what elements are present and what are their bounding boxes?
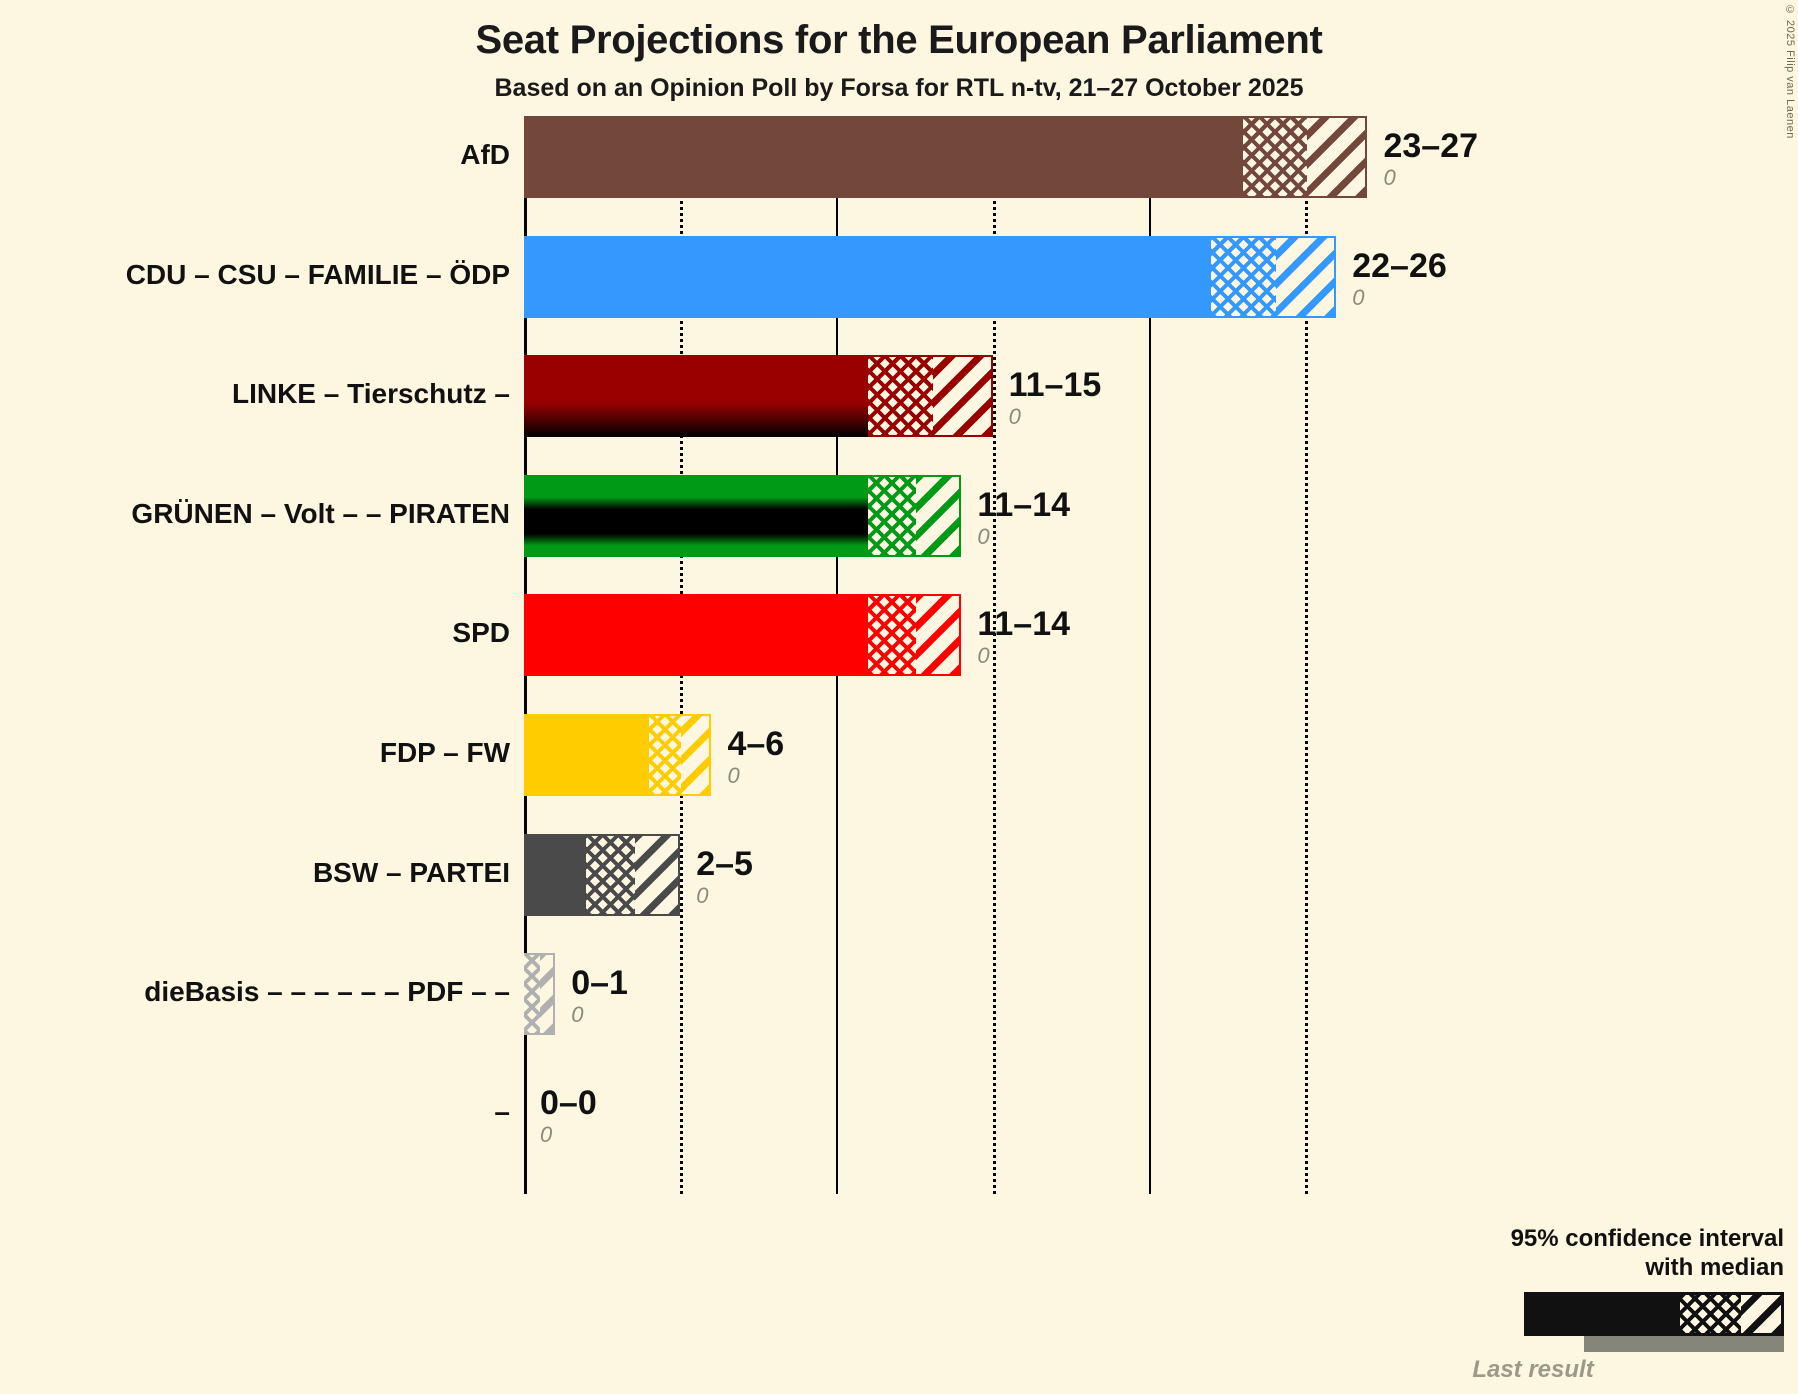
gridline-20 [1148,116,1151,1194]
page-subtitle: Based on an Opinion Poll by Forsa for RT… [494,74,1304,102]
row-label-gruenen: GRÜNEN – Volt – – PIRATEN [131,497,510,529]
bar-fdp [524,714,712,796]
chart-row-afd: AfD 23–27 0 [0,116,1798,198]
chart-row-gruenen: GRÜNEN – Volt – – PIRATEN 11–14 0 [0,474,1798,557]
bar-segment-crosshatch [867,594,917,677]
legend-median-fill [1524,1292,1680,1336]
bar-segment-diagonal-hatch [540,953,556,1036]
bar-segment-crosshatch [1211,235,1277,318]
legend-last-result-bar [1584,1336,1784,1352]
legend-diagonal-hatch [1741,1292,1784,1336]
bar-diebasis [524,953,556,1036]
bar-segment-median-fill [524,116,1243,198]
chart-row-fdp: FDP – FW 4–6 0 [0,714,1798,796]
bar-segment-diagonal-hatch [681,714,712,796]
row-value-range: 0–1 [571,964,628,1003]
row-last-result: 0 [1352,284,1365,310]
row-value-range: 11–14 [977,605,1071,644]
row-last-result: 0 [727,763,740,788]
copyright-notice: © 2025 Filip van Laenen [1784,4,1796,139]
bar-segment-median-fill [524,235,1212,318]
bar-segment-median-fill [524,833,587,916]
row-value-group-diebasis: 0–1 0 [571,966,628,1026]
chart-row-other: –0–0 0 [0,1073,1798,1155]
row-value-group-afd: 23–27 0 [1383,129,1478,189]
bar-bsw [524,833,681,916]
row-label-linke: LINKE – Tierschutz – [231,378,510,410]
row-last-result: 0 [571,1002,584,1028]
row-last-result: 0 [540,1121,553,1147]
row-last-result: 0 [1008,404,1021,430]
row-label-cdu: CDU – CSU – FAMILIE – ÖDP [125,258,510,290]
row-value-range: 4–6 [727,725,785,763]
bar-segment-median-fill [524,714,649,796]
bar-segment-diagonal-hatch [635,833,681,916]
chart-row-cdu: CDU – CSU – FAMILIE – ÖDP 22–26 0 [0,235,1798,318]
row-label-diebasis: dieBasis – – – – – – PDF – – [144,976,510,1008]
bar-segment-diagonal-hatch [916,594,962,677]
bar-segment-crosshatch [867,355,933,438]
row-value-range: 2–5 [696,844,753,883]
bar-other [524,1073,525,1155]
chart-row-spd: SPD 11–14 0 [0,594,1798,677]
row-last-result: 0 [977,643,990,669]
bar-segment-diagonal-hatch [1276,235,1337,318]
row-value-range: 0–0 [540,1083,597,1122]
bar-cdu [524,235,1337,318]
row-label-bsw: BSW – PARTEI [312,856,510,888]
bar-segment-median-fill [524,594,868,677]
row-value-range: 23–27 [1383,127,1479,165]
bar-segment-crosshatch [524,953,541,1036]
legend-crosshatch [1680,1292,1742,1336]
row-label-fdp: FDP – FW [379,737,510,768]
bar-segment-crosshatch [1242,116,1308,198]
bar-segment-crosshatch [586,833,636,916]
row-last-result: 0 [977,523,990,549]
bar-spd [524,594,962,677]
chart-row-diebasis: dieBasis – – – – – – PDF – – 0–1 0 [0,953,1798,1036]
bar-segment-diagonal-hatch [1307,116,1368,198]
row-label-other: – [494,1095,510,1127]
row-value-group-bsw: 2–5 0 [696,847,753,907]
gridline-25 [1305,116,1308,1194]
bar-segment-crosshatch [867,474,917,557]
row-value-group-linke: 11–15 0 [1009,368,1102,428]
row-value-group-other: 0–0 0 [540,1086,597,1146]
row-last-result: 0 [696,882,709,908]
chart-row-linke: LINKE – Tierschutz – 11–15 0 [0,355,1798,438]
bar-gruenen [524,474,962,557]
bar-segment-crosshatch [648,714,682,796]
row-label-afd: AfD [460,139,510,170]
bar-segment-diagonal-hatch [916,474,962,557]
bar-linke [524,355,993,438]
row-value-group-fdp: 4–6 0 [727,727,784,787]
legend-last-result-label: Last result [1472,1356,1594,1383]
row-value-range: 22–26 [1352,246,1447,285]
bar-segment-diagonal-hatch [932,355,993,438]
row-value-range: 11–15 [1008,366,1102,405]
bar-afd [524,116,1368,198]
row-last-result: 0 [1383,165,1396,190]
row-value-group-gruenen: 11–14 0 [977,488,1070,548]
chart-row-bsw: BSW – PARTEI 2–5 0 [0,833,1798,916]
page-title: Seat Projections for the European Parlia… [475,18,1323,62]
legend-caption: 95% confidence interval with median [1314,1225,1784,1282]
gridline-15 [992,116,996,1194]
bar-segment-median-fill [524,355,868,438]
legend-line-1: 95% confidence interval [1510,1225,1784,1253]
legend-interval-bar [1524,1292,1784,1336]
chart-legend: 95% confidence interval with median Last… [1314,1225,1784,1384]
row-value-range: 11–14 [977,485,1071,524]
bar-segment-median-fill [524,474,868,557]
row-value-group-cdu: 22–26 0 [1352,249,1447,309]
row-value-group-spd: 11–14 0 [977,607,1070,667]
row-label-spd: SPD [452,617,510,649]
legend-line-2: with median [1645,1253,1784,1281]
